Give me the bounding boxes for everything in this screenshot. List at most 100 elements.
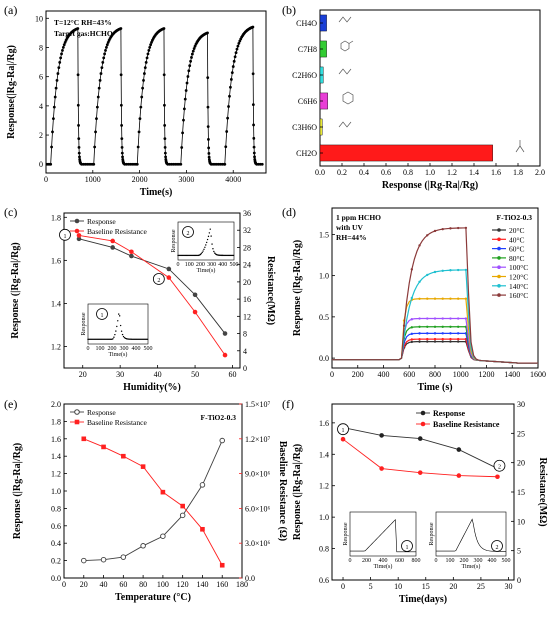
data-point xyxy=(56,72,60,75)
inset-tick-label: 300 xyxy=(120,346,129,352)
data-point xyxy=(102,56,106,60)
data-point xyxy=(77,123,80,127)
y-tick-label: 6 xyxy=(39,73,43,82)
marker-circle xyxy=(96,308,108,320)
data-point xyxy=(76,73,80,77)
series-point xyxy=(410,338,414,341)
series-point xyxy=(433,297,437,300)
x-tick-label: 1000 xyxy=(85,175,101,184)
series-point xyxy=(433,340,437,343)
y-tick-label: 0 xyxy=(517,576,521,585)
series-point xyxy=(441,269,444,272)
inset-point xyxy=(91,338,93,340)
y-axis-label: Response (|Rg-Ra|/Rg) xyxy=(292,240,303,336)
y-tick-label: 2 xyxy=(39,131,43,140)
legend-label: 40°C xyxy=(509,235,525,244)
inset-tick-label: 200 xyxy=(362,558,371,564)
y-tick-label: 1.8 xyxy=(51,417,61,426)
data-point xyxy=(120,137,124,141)
data-point xyxy=(137,130,141,134)
y-tick-label: 1.4 xyxy=(51,299,61,308)
inset-tick-label: 400 xyxy=(488,558,497,564)
inset-point xyxy=(137,338,139,340)
series-point xyxy=(379,466,384,471)
legend-label: Baseline Resistance xyxy=(87,418,147,427)
data-point xyxy=(190,52,194,56)
inset-point xyxy=(122,335,125,338)
series-point xyxy=(449,297,452,300)
data-point xyxy=(96,95,100,99)
legend-marker xyxy=(497,265,501,270)
inset-point xyxy=(99,338,102,340)
inset-point xyxy=(139,338,141,340)
series-point xyxy=(456,297,460,300)
legend-label: Response xyxy=(87,408,116,417)
inset-tick-label: 200 xyxy=(108,346,117,352)
inset-point xyxy=(200,252,202,255)
annotation: T=12°C RH=43% xyxy=(54,18,112,27)
marker-number: 2 xyxy=(498,465,501,471)
x-tick-label: 20 xyxy=(80,580,88,589)
series-point xyxy=(417,436,423,441)
inset-point xyxy=(206,238,209,241)
y-tick-label: 0.8 xyxy=(51,504,61,513)
series-point xyxy=(410,268,414,271)
y-tick-label: 0.4 xyxy=(51,539,61,548)
legend-marker xyxy=(74,409,80,415)
y-tick-label: 32 xyxy=(243,226,251,235)
plot-frame-a xyxy=(45,10,267,174)
inset-point xyxy=(95,338,98,340)
y-tick-label: 4 xyxy=(243,347,247,356)
inset-point xyxy=(102,338,105,340)
y-tick-label: 16 xyxy=(243,295,251,304)
legend-label: 20°C xyxy=(509,226,525,235)
series-point xyxy=(426,317,429,320)
y-tick-label: 1.2 xyxy=(51,342,61,351)
series-point xyxy=(449,227,452,230)
inset-point xyxy=(113,336,115,338)
data-point xyxy=(186,75,190,78)
x-tick-label: 30 xyxy=(116,370,124,379)
inset-x-label: Time(s) xyxy=(374,563,393,570)
y-tick-label: 1.8 xyxy=(51,213,61,222)
inset-point xyxy=(94,338,97,340)
data-point xyxy=(54,86,58,90)
series-point xyxy=(222,352,228,358)
x-tick-label: 4000 xyxy=(225,175,241,184)
marker-circle xyxy=(491,540,503,552)
y-tick-label: 8 xyxy=(243,330,247,339)
inset-tick-label: 0 xyxy=(177,262,180,268)
data-point xyxy=(228,94,231,98)
x-tick-label: 2000 xyxy=(132,175,148,184)
data-point xyxy=(227,105,230,108)
legend-marker xyxy=(74,228,80,234)
series-point xyxy=(456,317,460,320)
data-point xyxy=(206,125,210,129)
data-point xyxy=(138,117,142,121)
inset-point xyxy=(100,338,103,340)
inset-point xyxy=(114,333,116,336)
x-tick-label: 2.0 xyxy=(535,168,545,177)
inset-point xyxy=(107,338,109,340)
molecule-sketch xyxy=(338,121,352,128)
data-point xyxy=(235,47,239,51)
data-point xyxy=(230,71,234,74)
data-point xyxy=(93,145,97,149)
data-point xyxy=(147,49,151,52)
plot-frame-b xyxy=(319,9,541,167)
legend-label: Baseline Resistance xyxy=(87,227,147,236)
inset-tick-label: 200 xyxy=(196,262,205,268)
x-tick-label: 160 xyxy=(216,580,228,589)
series-point xyxy=(433,325,437,328)
legend-marker xyxy=(497,274,501,279)
data-point xyxy=(51,130,54,134)
data-point xyxy=(119,73,123,77)
series-point xyxy=(449,325,452,328)
inset-point xyxy=(108,338,110,340)
inset-point xyxy=(120,330,123,332)
data-point xyxy=(251,103,255,107)
inset-point xyxy=(214,252,216,254)
legend-marker xyxy=(74,419,80,425)
y-tick-label: 9.0×10⁶ xyxy=(245,470,271,479)
x-tick-label: 0 xyxy=(62,580,66,589)
